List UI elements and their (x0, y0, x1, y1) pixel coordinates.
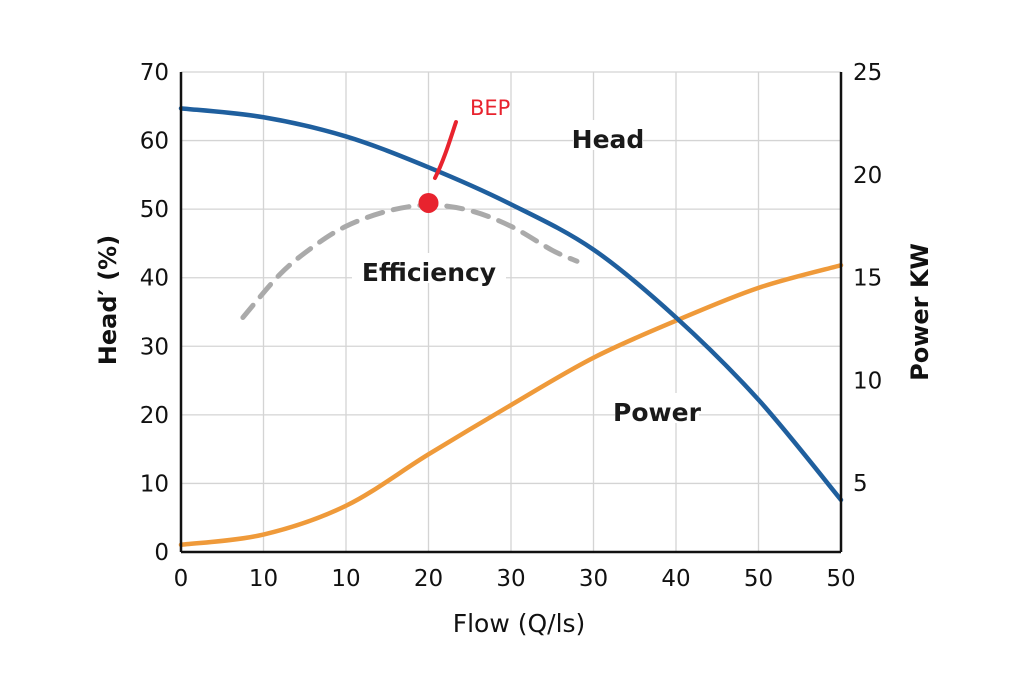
series-label-power: Power (613, 398, 702, 427)
y-left-tick-label: 60 (140, 129, 169, 155)
series-label-background (352, 253, 506, 283)
series-line-power (178, 262, 844, 548)
series-labels: Head Power Efficiency BEP (352, 96, 702, 427)
y-right-tick-label: 20 (853, 163, 882, 189)
y-right-tick-label: 25 (853, 60, 882, 86)
y-left-tick-label: 20 (140, 403, 169, 429)
bep-label: BEP (470, 96, 510, 120)
y-left-tick-label: 10 (140, 471, 169, 497)
x-tick-label: 40 (661, 566, 690, 592)
x-tick-label: 30 (579, 566, 608, 592)
x-tick-label: 50 (826, 566, 855, 592)
y-right-tick-label: 10 (853, 368, 882, 394)
series-label-head: Head (572, 125, 645, 154)
series-line-efficiency (240, 202, 580, 320)
x-tick-label: 50 (744, 566, 773, 592)
x-tick-label: 20 (414, 566, 443, 592)
y-left-tick-label: 70 (140, 60, 169, 86)
bep-pointer-line (433, 120, 458, 180)
y-right-tick-label: 15 (853, 266, 882, 292)
bep-point (418, 192, 439, 213)
y-left-tick-label: 50 (140, 197, 169, 223)
x-axis-label: Flow (Q/ls) (453, 609, 586, 638)
series-label-efficiency: Efficiency (362, 258, 496, 287)
series-label-background (573, 120, 643, 150)
tick-labels: 0 10 10 20 30 30 40 50 50 0 10 20 30 40 50 60 70 5 10 15 20 2… (140, 60, 883, 592)
y-axis-label-right: Power KW (906, 243, 934, 381)
y-axis-label-left: Head′ (%) (94, 235, 122, 365)
series-label-background (615, 393, 699, 423)
x-tick-label: 10 (331, 566, 360, 592)
x-tick-label: 10 (249, 566, 278, 592)
y-left-tick-label: 40 (140, 266, 169, 292)
y-right-tick-label: 5 (853, 471, 868, 497)
grid (181, 71, 841, 552)
series-group (178, 106, 844, 548)
y-left-tick-label: 30 (140, 334, 169, 360)
x-tick-label: 0 (174, 566, 189, 592)
x-tick-label: 30 (496, 566, 525, 592)
series-line-head (178, 106, 844, 503)
y-left-tick-label: 0 (154, 540, 169, 566)
